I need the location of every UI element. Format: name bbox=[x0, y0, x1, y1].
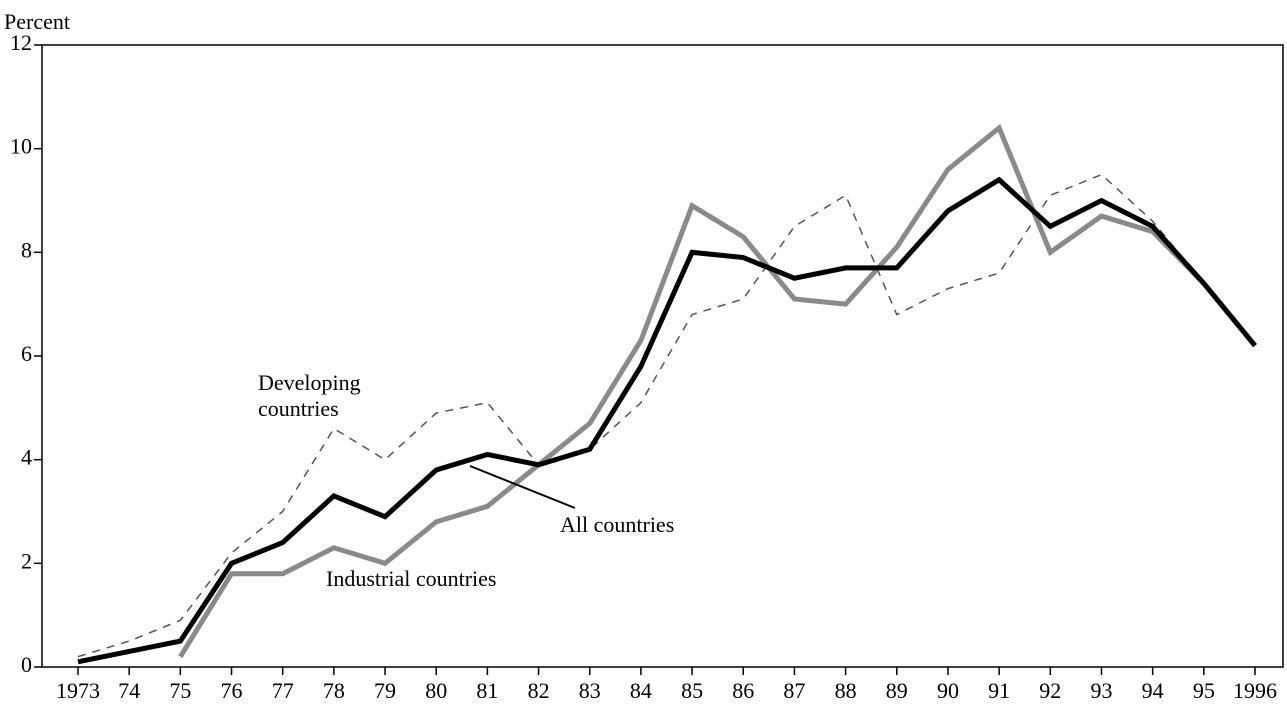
x-tick-label: 89 bbox=[886, 678, 908, 703]
y-tick-label: 6 bbox=[21, 341, 32, 366]
x-tick-label: 87 bbox=[783, 678, 805, 703]
x-tick-label: 75 bbox=[169, 678, 191, 703]
series-line bbox=[77, 173, 1256, 658]
y-tick-label: 8 bbox=[21, 237, 32, 262]
series-label: Developing countries bbox=[258, 370, 361, 421]
plot-frame bbox=[41, 44, 1284, 668]
x-tick-label: 83 bbox=[579, 678, 601, 703]
y-tick-label: 12 bbox=[10, 30, 32, 55]
x-tick-label: 84 bbox=[630, 678, 652, 703]
x-tick-label: 93 bbox=[1090, 678, 1112, 703]
x-tick-label: 76 bbox=[221, 678, 243, 703]
x-tick-label: 78 bbox=[323, 678, 345, 703]
series-label: Industrial countries bbox=[326, 566, 497, 591]
series-line bbox=[178, 123, 1257, 658]
x-tick-label: 1996 bbox=[1233, 678, 1277, 703]
x-tick-label: 80 bbox=[425, 678, 447, 703]
x-tick-label: 88 bbox=[835, 678, 857, 703]
x-tick-label: 94 bbox=[1142, 678, 1164, 703]
y-tick-label: 4 bbox=[21, 445, 32, 470]
x-tick-label: 86 bbox=[732, 678, 754, 703]
leader-line bbox=[469, 465, 576, 509]
series-label: All countries bbox=[560, 512, 675, 537]
x-tick-label: 79 bbox=[374, 678, 396, 703]
x-tick-label: 81 bbox=[476, 678, 498, 703]
x-tick-label: 82 bbox=[528, 678, 550, 703]
x-tick-label: 95 bbox=[1193, 678, 1215, 703]
x-tick-label: 85 bbox=[681, 678, 703, 703]
x-tick-label: 91 bbox=[988, 678, 1010, 703]
x-tick-label: 77 bbox=[272, 678, 294, 703]
y-tick-label: 0 bbox=[21, 652, 32, 677]
y-tick-label: 2 bbox=[21, 548, 32, 573]
x-tick-label: 92 bbox=[1039, 678, 1061, 703]
x-tick-label: 90 bbox=[937, 678, 959, 703]
series-line bbox=[77, 176, 1257, 665]
x-tick-label: 1973 bbox=[56, 678, 100, 703]
x-tick-label: 74 bbox=[118, 678, 140, 703]
y-tick-label: 10 bbox=[10, 134, 32, 159]
y-axis-label: Percent bbox=[4, 9, 70, 34]
